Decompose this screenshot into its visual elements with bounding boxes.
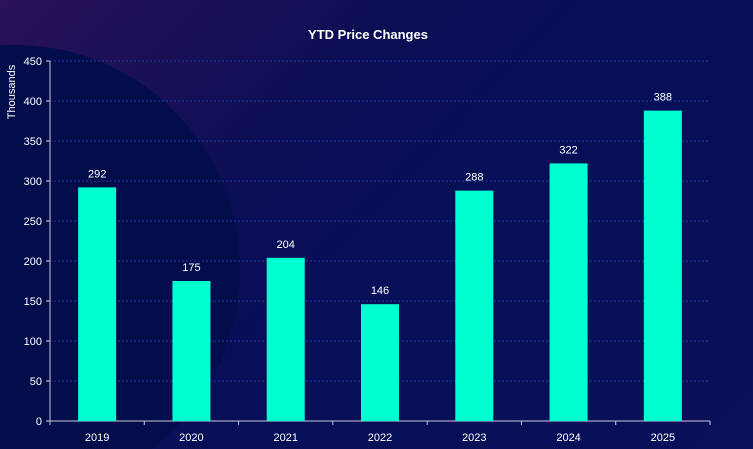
data-label: 388 [654, 92, 672, 104]
chart-title: YTD Price Changes [308, 27, 428, 42]
y-tick-label: 50 [30, 376, 42, 388]
bar-2022 [361, 304, 399, 421]
x-tick-label: 2022 [368, 432, 392, 444]
y-tick-label: 250 [24, 216, 42, 228]
y-tick-label: 0 [36, 416, 42, 428]
bar-2023 [455, 190, 494, 421]
y-tick-label: 300 [24, 176, 42, 188]
data-label: 146 [371, 285, 389, 297]
y-tick-label: 200 [24, 256, 42, 268]
y-axis-label: Thousands [6, 64, 18, 119]
bar-2020 [172, 281, 211, 421]
y-tick-label: 100 [24, 336, 42, 348]
data-label: 175 [182, 262, 200, 274]
bar-2019 [78, 187, 117, 421]
bar-2021 [266, 257, 305, 421]
x-tick-label: 2023 [462, 432, 486, 444]
data-label: 322 [559, 144, 577, 156]
x-tick-label: 2025 [651, 432, 675, 444]
data-label: 288 [465, 172, 483, 184]
x-tick-label: 2021 [273, 432, 297, 444]
y-tick-label: 450 [24, 56, 42, 68]
data-label: 204 [277, 239, 295, 251]
x-tick-label: 2020 [179, 432, 203, 444]
data-label: 292 [88, 168, 106, 180]
x-tick-label: 2019 [85, 432, 109, 444]
x-tick-label: 2024 [556, 432, 580, 444]
y-tick-label: 350 [24, 136, 42, 148]
y-tick-label: 150 [24, 296, 42, 308]
y-tick-label: 400 [24, 96, 42, 108]
bar-2024 [549, 163, 588, 421]
bar-2025 [643, 110, 682, 421]
